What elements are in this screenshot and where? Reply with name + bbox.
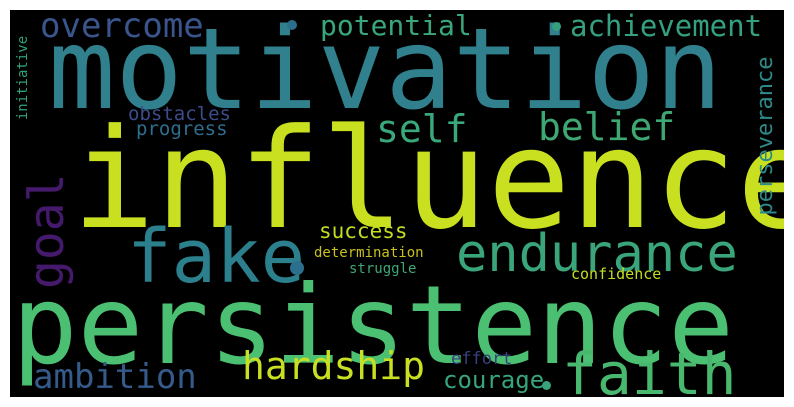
word-perseverance: perseverance [753,56,778,216]
word-potential: potential [320,10,472,42]
word-hardship: hardship [242,344,426,388]
stray-dot [552,22,561,31]
stray-dot [290,261,304,275]
word-confidence: confidence [571,265,662,283]
word-motivation: motivation [48,10,723,135]
word-persistence: persistence [12,262,734,389]
word-effort: effort [451,349,513,369]
word-cloud: motivation influence persistence fake en… [10,10,784,397]
word-ambition: ambition [33,357,197,397]
word-determination: determination [314,245,424,261]
word-goal: goal [19,173,75,289]
stray-dot [287,20,297,30]
word-belief: belief [538,105,676,149]
word-influence: influence [72,99,784,260]
word-obstacles: obstacles [128,103,231,125]
word-endurance: endurance [456,224,738,284]
word-self: self [376,107,468,151]
word-fake: fake [127,214,306,300]
stray-dot [542,381,551,390]
word-struggle: struggle [349,261,417,277]
word-overcome: overcome [40,10,204,46]
word-initiative: initiative [15,35,31,121]
word-courage: courage [443,366,545,394]
word-faith: faith [562,340,737,397]
word-success: success [319,219,408,243]
word-progress: progress [136,118,228,140]
word-achievement: achievement [570,10,763,43]
